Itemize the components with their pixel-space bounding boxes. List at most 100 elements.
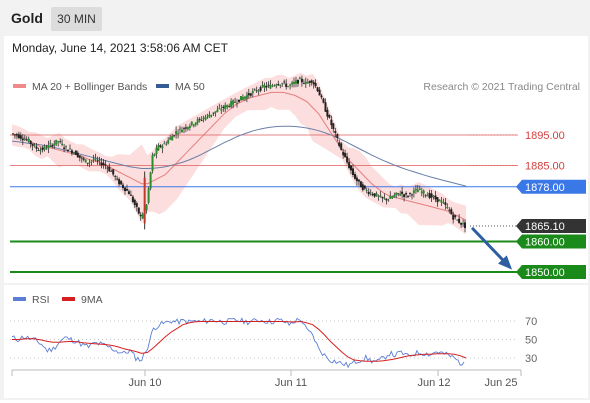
candle-body [328, 115, 331, 118]
candle-body [330, 119, 333, 126]
candle-body [434, 195, 437, 200]
candle-body [65, 146, 67, 148]
candle-body [342, 152, 345, 156]
candle-body [452, 214, 455, 220]
candle-body [220, 109, 223, 111]
candle-body [428, 193, 431, 199]
candle-body [230, 101, 233, 107]
candle-body [98, 160, 101, 162]
candle-body [133, 199, 136, 205]
candle-body [234, 101, 237, 103]
candle-body [112, 169, 115, 175]
candle-body [257, 90, 260, 92]
candle-body [141, 213, 144, 219]
level-label-1885.00: 1885.00 [525, 160, 565, 172]
candle-body [41, 148, 44, 151]
candle-body [29, 140, 32, 144]
x-tick-label-Jun-11: Jun 11 [275, 377, 307, 389]
candle-body [259, 87, 262, 91]
candle-body [186, 127, 189, 130]
candle-body [76, 152, 79, 158]
candle-body [426, 195, 429, 197]
candle-body [251, 91, 254, 94]
candle-body [261, 84, 264, 87]
rsi-pane: 70 50 30 [10, 316, 537, 369]
candle-body [373, 193, 376, 197]
rsi-legend-label: RSI [32, 294, 50, 306]
candle-body [13, 134, 16, 136]
candle-body [436, 197, 439, 203]
candle-body [25, 139, 28, 141]
x-tick-label-Jun-12: Jun 12 [417, 377, 450, 389]
candle-body [462, 223, 465, 225]
candle-body [407, 196, 409, 197]
header-bar: Gold 30 MIN [0, 0, 590, 36]
candle-body [31, 143, 34, 146]
candle-body [355, 177, 358, 182]
candle-body [464, 222, 466, 228]
candle-body [110, 171, 113, 172]
rsi-tick-70: 70 [525, 316, 537, 328]
level-tag-1865.10 [516, 219, 586, 234]
candle-body [438, 199, 441, 202]
candle-body [289, 84, 292, 86]
candle-body [212, 112, 215, 114]
candle-body [352, 168, 354, 175]
candle-body [200, 119, 203, 121]
candle-body [159, 145, 162, 147]
candle-body [37, 150, 40, 151]
candle-body [210, 114, 213, 116]
candle-body [175, 131, 178, 135]
candle-body [157, 145, 160, 151]
candle-body [440, 200, 443, 203]
forecast-arrow-head [498, 255, 513, 270]
candle-body [379, 195, 382, 197]
candle-body [124, 187, 126, 192]
candle-body [131, 196, 134, 202]
candle-body [375, 193, 378, 196]
candle-body [173, 135, 176, 137]
candle-body [403, 194, 406, 197]
candle-body [308, 81, 311, 83]
candle-body [450, 209, 453, 215]
candle-body [102, 162, 105, 165]
candle-body [389, 195, 392, 199]
candle-body [418, 188, 421, 190]
candle-body [206, 114, 209, 116]
candle-body [365, 190, 368, 191]
candle-body [267, 84, 270, 86]
candle-body [387, 199, 390, 201]
candle-body [291, 82, 294, 85]
candle-body [275, 84, 278, 86]
candle-body [100, 162, 103, 166]
candle-body [245, 95, 248, 99]
rsi-tick-50: 50 [525, 335, 537, 347]
candle-body [153, 153, 156, 156]
candle-body [411, 194, 413, 196]
candle-body [336, 134, 339, 138]
candle-body [247, 93, 250, 96]
candle-body [346, 156, 349, 163]
legend-swatch-ma50 [156, 84, 169, 88]
candle-body [21, 138, 24, 141]
candle-body [422, 190, 425, 194]
candle-body [265, 86, 268, 88]
candle-body [165, 143, 168, 145]
candle-body [181, 129, 183, 133]
candle-body [202, 118, 205, 119]
candle-body [412, 190, 415, 193]
level-label-1895.00: 1895.00 [525, 130, 565, 142]
candle-body [129, 194, 132, 196]
bollinger-band-layer [12, 72, 466, 235]
candle-body [192, 124, 195, 126]
rsi-ma-legend-label: 9MA [81, 294, 103, 306]
candle-body [57, 141, 60, 143]
candle-body [116, 178, 119, 180]
candle-body [318, 89, 321, 96]
candle-body [442, 202, 445, 203]
timeframe-button[interactable]: 30 MIN [51, 7, 102, 31]
candle-body [106, 167, 109, 169]
candle-body [80, 157, 83, 159]
candle-body [405, 193, 408, 195]
candle-body [184, 127, 187, 129]
